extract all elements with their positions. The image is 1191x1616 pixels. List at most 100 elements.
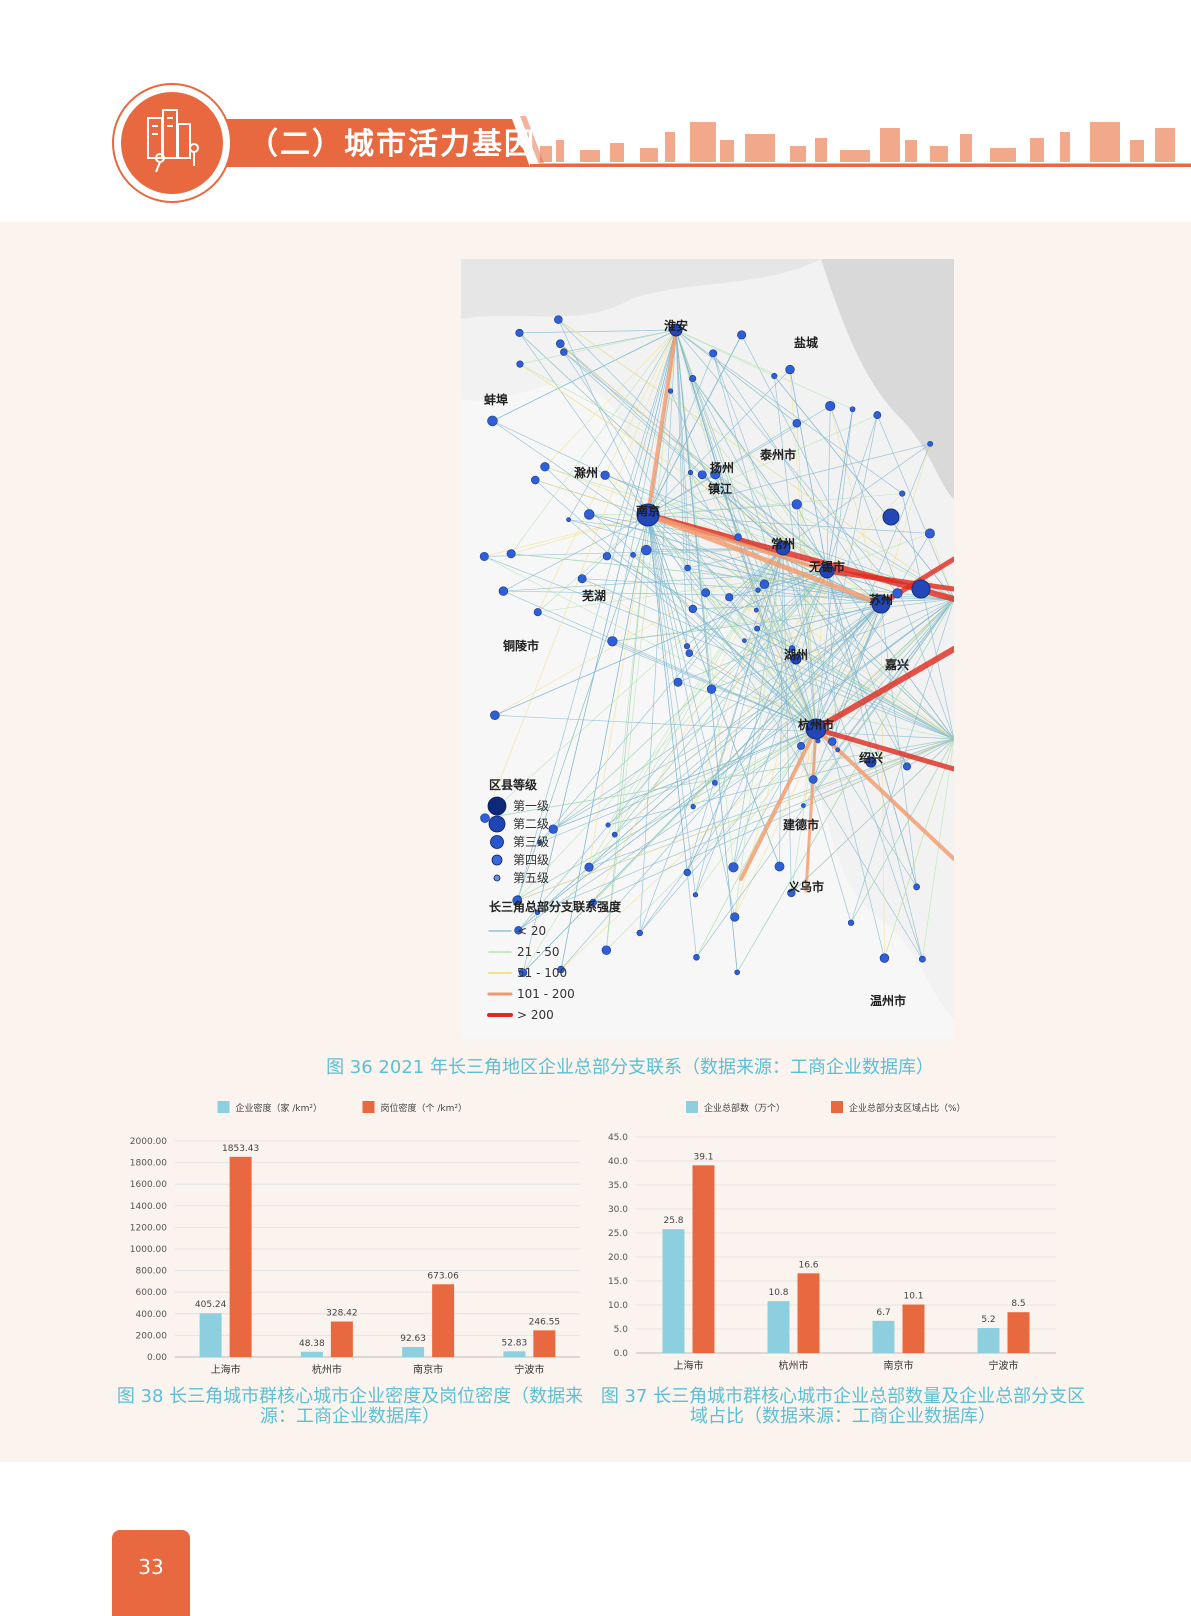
city-node	[566, 517, 571, 523]
network-link	[675, 329, 898, 594]
network-link	[779, 547, 784, 867]
y-tick-label: 1800.00	[130, 1159, 167, 1169]
bar	[797, 1273, 820, 1353]
network-link	[677, 547, 784, 683]
network-link	[537, 598, 954, 913]
network-link	[537, 611, 817, 730]
skyline-decoration	[540, 122, 1175, 162]
bar	[692, 1165, 715, 1353]
city-node	[709, 349, 718, 358]
legend-link-title: 长三角总部分支联系强度	[489, 899, 622, 914]
city-node	[879, 953, 890, 963]
city-node	[516, 360, 524, 368]
legend-label: 企业总部数（万个）	[704, 1102, 785, 1114]
network-link	[850, 598, 954, 923]
city-node	[755, 587, 761, 593]
network-link	[711, 688, 954, 740]
city-label: 杭州市	[798, 717, 834, 732]
network-link	[782, 443, 931, 549]
data-label: 5.2	[981, 1315, 995, 1325]
city-node	[913, 883, 920, 891]
legend-label: 岗位密度（个 /km²）	[381, 1102, 467, 1114]
city-node	[692, 892, 699, 898]
city-node	[589, 898, 597, 907]
network-link	[647, 369, 791, 516]
bar	[300, 1351, 323, 1357]
network-link	[734, 547, 784, 918]
network-link	[791, 570, 828, 649]
bar	[1007, 1312, 1030, 1353]
network-link	[831, 603, 882, 742]
major-city-node	[669, 323, 683, 337]
city-node	[540, 462, 550, 472]
section-title: （二）城市活力基因	[248, 127, 536, 162]
city-label: 泰州市	[759, 447, 796, 462]
network-link	[492, 420, 882, 605]
network-link	[744, 640, 954, 740]
network-link	[826, 405, 831, 572]
city-node	[688, 604, 698, 614]
network-link	[690, 472, 954, 740]
network-link	[701, 474, 817, 730]
city-label: 苏州	[869, 592, 893, 607]
network-link	[519, 363, 954, 600]
city-node	[902, 762, 912, 771]
strong-link	[646, 513, 829, 573]
city-node	[792, 418, 802, 428]
bar	[432, 1284, 455, 1357]
data-label: 8.5	[1011, 1299, 1025, 1309]
city-node	[673, 677, 683, 687]
network-link	[826, 570, 908, 767]
y-tick-label: 10.0	[608, 1301, 628, 1311]
network-link	[741, 334, 882, 605]
city-label: 绍兴	[859, 750, 883, 765]
city-node	[873, 411, 882, 420]
network-link	[826, 570, 917, 887]
network-link	[812, 603, 882, 780]
network-link	[537, 514, 649, 613]
network-link	[714, 603, 882, 784]
figure-37-caption: 图 37 长三角城市群核心城市企业总部数量及企业总部分支区域占比（数据来源：工商…	[600, 1386, 1086, 1427]
network-link	[815, 533, 931, 730]
city-node	[759, 579, 770, 589]
bar	[199, 1313, 222, 1357]
city-node	[725, 593, 734, 602]
network-link	[510, 329, 677, 554]
network-link	[712, 353, 882, 605]
y-tick-label: 800.00	[136, 1267, 168, 1277]
city-node	[533, 608, 542, 617]
network-link	[884, 738, 954, 959]
city-node	[556, 339, 565, 348]
y-tick-label: 1200.00	[130, 1223, 167, 1233]
strong-link	[646, 328, 678, 517]
network-link	[675, 329, 688, 647]
network-link	[517, 738, 954, 901]
category-label: 南京市	[413, 1363, 443, 1376]
city-node	[791, 499, 802, 510]
city-node	[605, 822, 611, 828]
data-label: 6.7	[876, 1308, 890, 1318]
city-node	[554, 315, 563, 324]
data-label: 92.63	[400, 1334, 426, 1344]
strong-link	[645, 512, 884, 607]
city-node	[577, 574, 587, 584]
network-link	[537, 738, 954, 913]
network-link	[568, 329, 677, 520]
network-link	[639, 329, 677, 934]
network-link	[519, 329, 677, 334]
data-label: 405.24	[195, 1300, 227, 1310]
city-label: 南京	[636, 503, 660, 518]
city-label: 滁州	[574, 465, 598, 480]
y-tick-label: 600.00	[136, 1288, 168, 1298]
network-link	[606, 514, 649, 951]
network-link	[568, 519, 882, 605]
category-label: 上海市	[674, 1359, 704, 1372]
city-label: 温州市	[870, 993, 906, 1008]
legend-level-title: 区县等级	[489, 777, 537, 792]
city-node	[789, 645, 796, 652]
network-link	[677, 603, 882, 683]
network-link	[639, 728, 817, 934]
network-link	[484, 329, 677, 819]
